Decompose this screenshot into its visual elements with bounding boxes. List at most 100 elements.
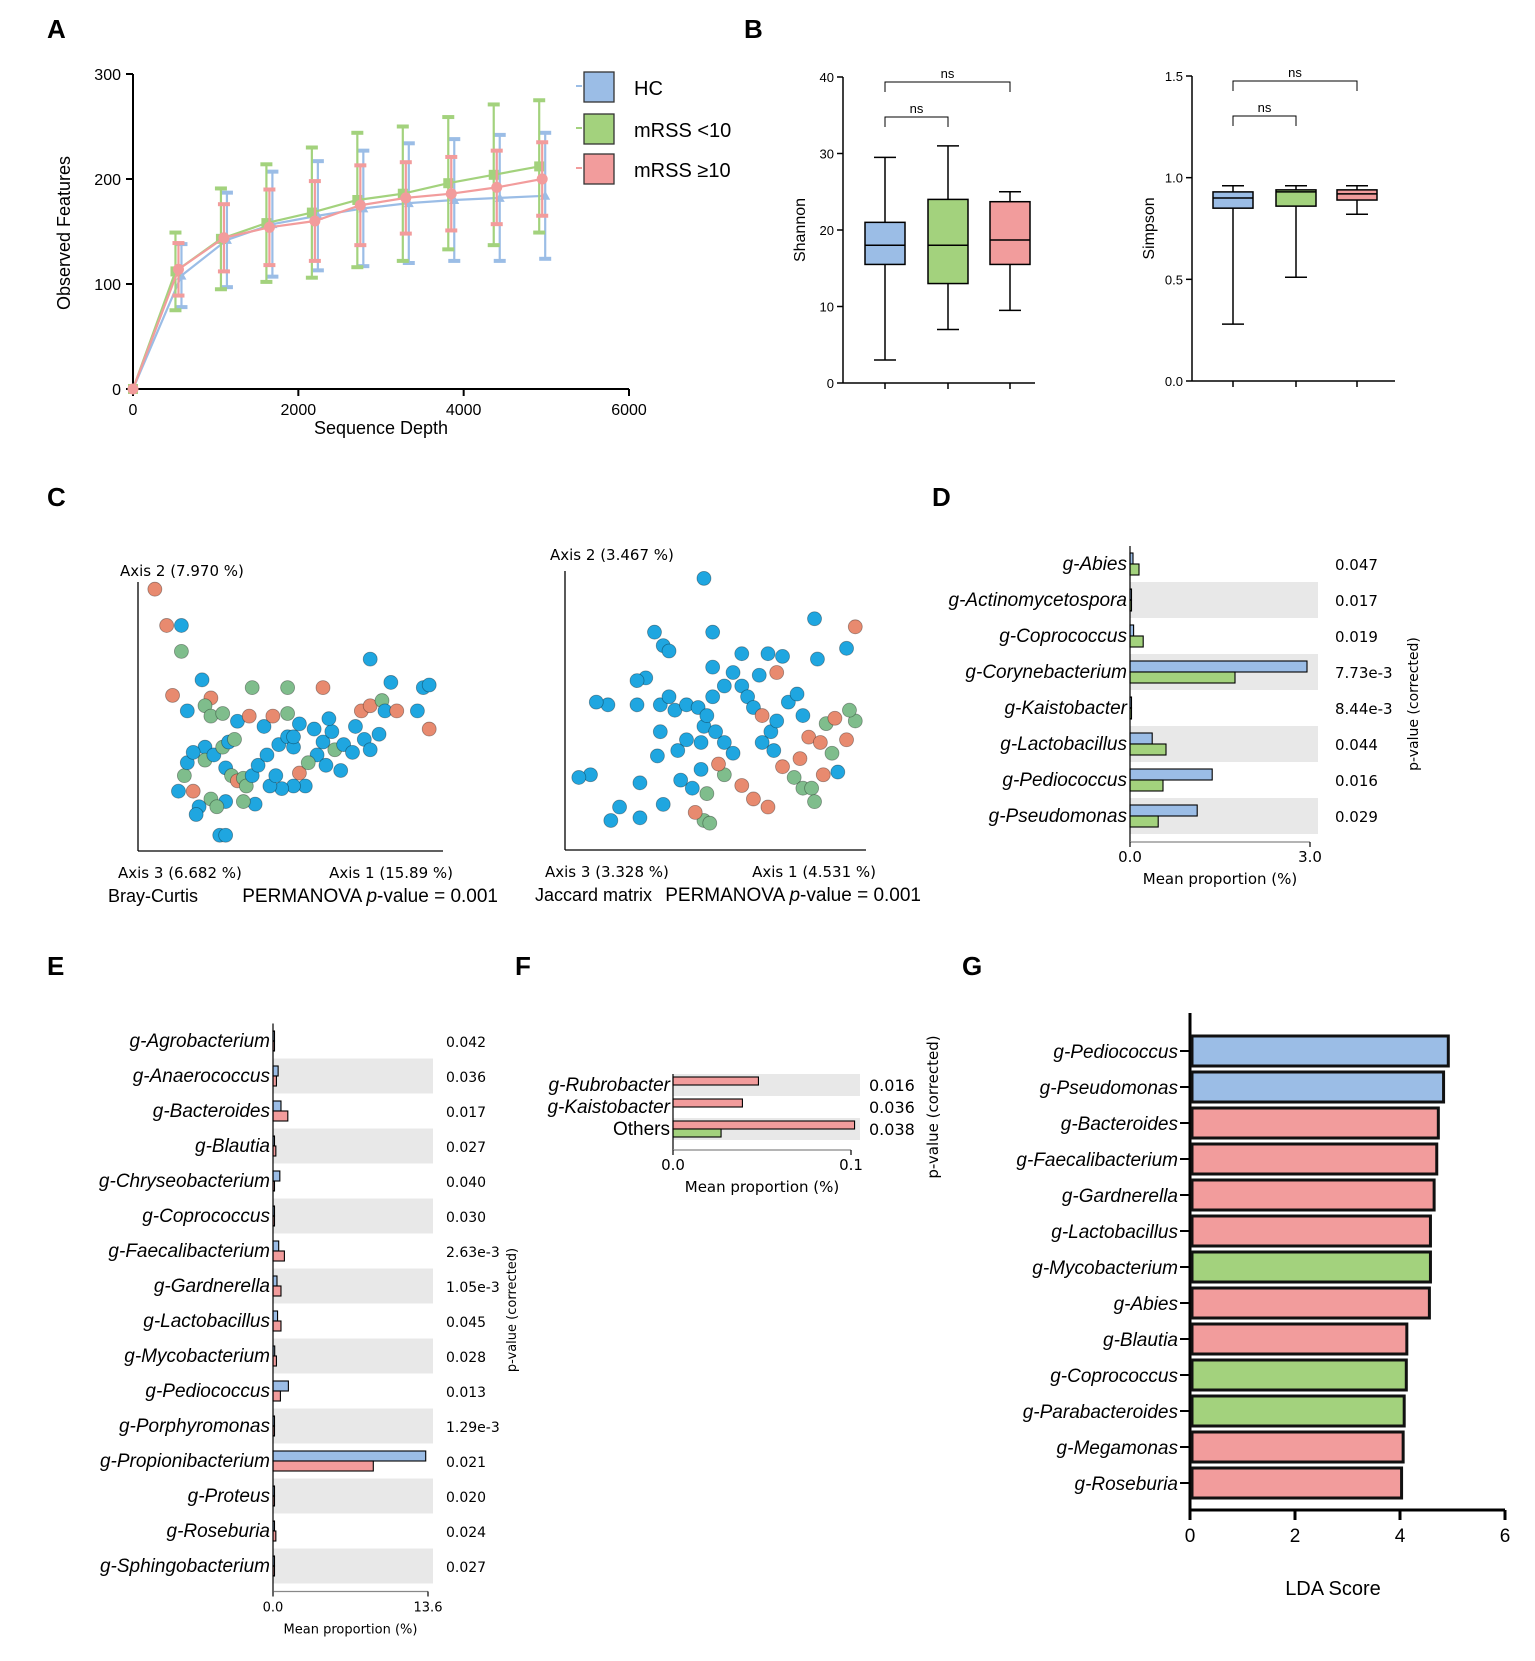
pcoa-point [362, 651, 378, 667]
category-label: g-Mycobacterium [1032, 1258, 1178, 1279]
category-label: g-Lactobacillus [143, 1311, 270, 1332]
pcoa-point [815, 767, 831, 783]
legend-label: mRSS <10 [634, 120, 731, 142]
pcoa-point [812, 735, 828, 750]
permanova-suffix: -value = 0.001 [800, 885, 921, 906]
data-point [263, 221, 275, 233]
y-tick-label: 10 [820, 300, 834, 315]
pcoa-point [362, 742, 378, 758]
category-label: g-Bacteroides [153, 1101, 271, 1122]
pcoa-point [839, 732, 854, 748]
pcoa-point [708, 724, 723, 740]
pcoa-point [807, 794, 822, 810]
p-value-label: 0.047 [1335, 556, 1378, 574]
y-tick-label: 0.5 [1165, 272, 1183, 287]
pcoa-point [147, 581, 163, 597]
pcoa-point [839, 640, 854, 656]
pcoa-point [348, 719, 363, 734]
data-point [127, 383, 139, 395]
pcoa-point [235, 794, 251, 809]
pcoa-point [215, 706, 231, 721]
box [864, 221, 906, 266]
legend-swatch [583, 71, 615, 103]
pcoa-point [603, 813, 619, 828]
pcoa-point [649, 748, 665, 764]
lda-bar [1190, 1322, 1409, 1356]
bar [272, 1450, 427, 1462]
y-axis-title: Observed Features [54, 156, 74, 310]
low-vs-high-bar-chart: g-Rubrobacter 0.016 g-Kaistobacter 0.036 Oth… [547, 1035, 942, 1196]
panel-letter-f: F [515, 951, 531, 981]
pcoa-point [324, 724, 340, 740]
pcoa-point [725, 745, 741, 761]
bar [272, 1310, 279, 1322]
pcoa-point [652, 724, 668, 740]
data-point [400, 192, 412, 204]
category-label: g-Pediococcus [1002, 770, 1127, 791]
data-point [491, 181, 503, 193]
data-point [534, 161, 545, 172]
data-point [306, 207, 317, 218]
category-label: g-Kaistobacter [1004, 698, 1127, 719]
pcoa-point [769, 665, 785, 680]
lda-bar [1190, 1358, 1408, 1392]
pcoa-point [711, 756, 726, 772]
pcoa-point [333, 763, 349, 778]
box [1336, 189, 1378, 201]
bar [272, 1170, 281, 1182]
lda-score-chart: 0 2 4 6 LDA Score g-Pediococcus g-Pseudomonas g… [1016, 1013, 1510, 1600]
pcoa-point [241, 708, 257, 724]
pcoa-point [571, 770, 587, 785]
pcoa-point [693, 735, 709, 750]
pcoa-point [179, 703, 195, 719]
p-value-label: 0.017 [446, 1105, 486, 1121]
bar [1129, 768, 1213, 781]
pcoa-point [716, 735, 732, 750]
p-value-label: 0.021 [446, 1455, 486, 1471]
pcoa-point [244, 680, 260, 695]
pcoa-point [612, 799, 627, 815]
bray-curtis-pcoa: Axis 2 (7.970 %) Axis 3 (6.682 %) Axis 1 (… [108, 562, 498, 907]
lda-bar [1190, 1070, 1446, 1104]
data-point [172, 263, 184, 275]
x-axis-title: Mean proportion (%) [685, 1178, 840, 1196]
matrix-label: Jaccard matrix [535, 885, 652, 905]
p-value-label: 0.044 [1335, 736, 1378, 754]
p-value-label: 0.045 [446, 1315, 486, 1331]
category-label: g-Propionibacterium [100, 1451, 270, 1472]
pcoa-point [842, 702, 857, 718]
row-band [273, 1478, 433, 1514]
x-tick-label: 0.0 [1118, 848, 1142, 866]
pcoa-point [280, 680, 296, 695]
pcoa-point [847, 619, 863, 635]
pcoa-point [696, 570, 712, 586]
pcoa-point [176, 768, 192, 784]
y-tick-label: 200 [94, 172, 121, 189]
pcoa-point [679, 732, 694, 748]
pcoa-point [746, 791, 761, 807]
category-label: g-Lactobacillus [1051, 1222, 1178, 1243]
pcoa-point [345, 744, 360, 760]
p-value-label: 1.29e-3 [446, 1420, 500, 1436]
category-label: g-Bacteroides [1061, 1114, 1179, 1135]
pcoa-point [760, 646, 776, 662]
p-value-label: 0.016 [869, 1076, 915, 1095]
pcoa-point [383, 675, 399, 690]
row-band [273, 1408, 433, 1444]
pcoa-point [766, 743, 782, 758]
p-value-label: 0.020 [446, 1490, 486, 1506]
row-band [273, 1058, 433, 1094]
pcoa-point [699, 786, 715, 801]
category-label: g-Blautia [195, 1136, 270, 1157]
category-label: g-Pseudomonas [1040, 1078, 1179, 1099]
pcoa-point [830, 764, 846, 780]
pcoa-point [661, 689, 677, 705]
x-tick-label: 0.0 [263, 1601, 284, 1616]
significance-label: ns [1258, 100, 1272, 115]
pcoa-point [389, 703, 405, 719]
axis2-label: Axis 2 (3.467 %) [550, 546, 674, 564]
data-point [488, 169, 499, 180]
pcoa-point [227, 732, 242, 747]
pcoa-point [670, 743, 686, 758]
